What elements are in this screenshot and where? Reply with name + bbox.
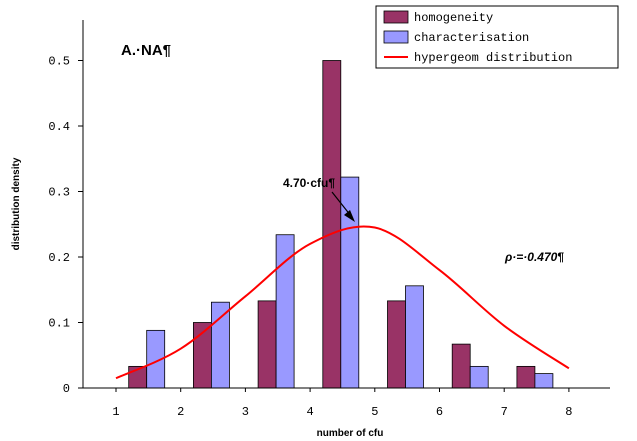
hypergeom-distribution-line [115, 225, 570, 380]
peak-arrowhead [344, 210, 355, 222]
x-tick-label: 4 [306, 405, 313, 419]
legend-label-hypergeom: hypergeom distribution [414, 51, 572, 65]
y-ticks: 0 0.1 0.2 0.3 0.4 0.5 [48, 55, 83, 396]
legend-swatch-characterisation [383, 30, 409, 44]
y-tick-label: 0.1 [48, 317, 70, 331]
bar-characterisation [210, 301, 230, 389]
x-tick-label: 5 [371, 405, 378, 419]
x-tick-label: 7 [501, 405, 508, 419]
y-axis-title: distribution density [11, 157, 22, 250]
bar-homogeneity [257, 300, 277, 389]
x-tick-label: 2 [177, 405, 184, 419]
y-tick-label: 0.5 [48, 55, 70, 69]
x-tick-label: 1 [112, 405, 119, 419]
x-tick-label: 8 [565, 405, 572, 419]
legend-label-characterisation: characterisation [414, 31, 529, 45]
bar-characterisation [534, 373, 554, 389]
bar-characterisation [405, 285, 424, 389]
y-tick-label: 0 [63, 382, 70, 396]
y-tick-label: 0.2 [48, 251, 70, 265]
bar-homogeneity [322, 60, 342, 389]
x-ticks: 1 2 3 4 5 6 7 8 [112, 388, 573, 419]
series-homogeneity [128, 60, 536, 389]
legend-label-homogeneity: homogeneity [414, 11, 493, 25]
x-axis-title: number of cfu [317, 428, 384, 439]
peak-annotation: 4.70·cfu¶ [283, 176, 335, 190]
bar-homogeneity [451, 343, 471, 389]
y-tick-label: 0.4 [48, 120, 70, 134]
x-tick-label: 3 [242, 405, 249, 419]
bar-homogeneity [516, 365, 536, 389]
legend-box [375, 5, 619, 69]
legend: homogeneity characterisation hypergeom d… [375, 5, 619, 69]
x-tick-label: 6 [436, 405, 443, 419]
bar-characterisation [340, 176, 360, 389]
bar-characterisation [469, 365, 489, 389]
rho-annotation: ρ·=·0.470¶ [504, 250, 564, 264]
legend-swatch-homogeneity [383, 10, 409, 24]
y-tick-label: 0.3 [48, 186, 70, 200]
bar-homogeneity [387, 300, 406, 389]
panel-label: A.·NA¶ [121, 42, 171, 59]
